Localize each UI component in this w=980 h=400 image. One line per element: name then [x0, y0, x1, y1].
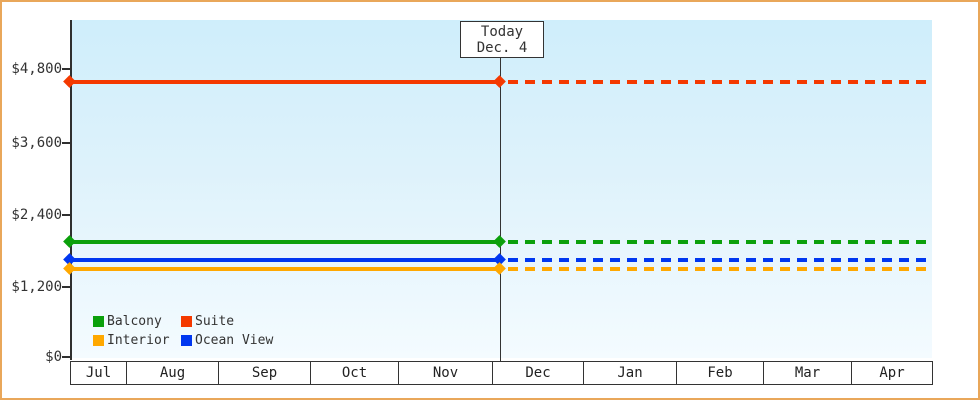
y-axis-label: $2,400: [11, 207, 62, 223]
legend-item-suite: Suite: [181, 314, 235, 329]
series-ocean-view-dotted-line: [508, 258, 932, 262]
today-label-box: Today Dec. 4: [460, 21, 544, 58]
series-suite-solid-line: [71, 80, 500, 84]
y-axis-label: $4,800: [11, 61, 62, 77]
month-apr: Apr: [879, 365, 905, 381]
month-nov: Nov: [399, 362, 493, 384]
month-oct: Oct: [311, 362, 399, 384]
today-label-line1: Today: [480, 24, 524, 40]
legend-item-balcony: Balcony: [93, 314, 162, 329]
y-axis-tick: [62, 286, 70, 288]
legend-label-interior: Interior: [107, 333, 170, 348]
month-dec: Dec: [493, 362, 584, 384]
y-axis-tick: [62, 142, 70, 144]
series-balcony-solid-line: [71, 240, 500, 244]
today-vertical-line: [500, 57, 501, 361]
month-feb: Feb: [677, 362, 764, 384]
legend-swatch-balcony: [93, 316, 104, 327]
y-axis-tick: [62, 356, 70, 358]
today-label-line2: Dec. 4: [476, 40, 528, 56]
y-axis-tick: [62, 214, 70, 216]
legend-label-suite: Suite: [195, 314, 235, 329]
series-balcony-dotted-line: [508, 240, 932, 244]
y-axis-label: $0: [45, 349, 62, 365]
legend-item-interior: Interior: [93, 333, 170, 348]
month-mar: Mar: [764, 362, 852, 384]
y-axis-label: $3,600: [11, 135, 62, 151]
month-aug: Aug: [127, 362, 219, 384]
legend-swatch-ocean-view: [181, 335, 192, 346]
y-axis-label: $1,200: [11, 279, 62, 295]
legend-label-ocean-view: Ocean View: [195, 333, 274, 348]
series-interior-solid-line: [71, 267, 500, 271]
x-axis-month-row: Jul Aug Sep Oct Nov Dec Jan Feb Mar Apr: [70, 361, 933, 385]
legend-item-ocean-view: Ocean View: [181, 333, 274, 348]
y-axis: [70, 20, 72, 360]
legend-swatch-interior: [93, 335, 104, 346]
legend-swatch-suite: [181, 316, 192, 327]
series-interior-dotted-line: [508, 267, 932, 271]
legend-label-balcony: Balcony: [107, 314, 162, 329]
series-ocean-view-solid-line: [71, 258, 500, 262]
month-jan: Jan: [584, 362, 677, 384]
plot-area: [71, 20, 932, 358]
month-jul: Jul: [71, 362, 127, 384]
series-suite-dotted-line: [508, 80, 932, 84]
y-axis-tick: [62, 68, 70, 70]
month-sep: Sep: [219, 362, 311, 384]
